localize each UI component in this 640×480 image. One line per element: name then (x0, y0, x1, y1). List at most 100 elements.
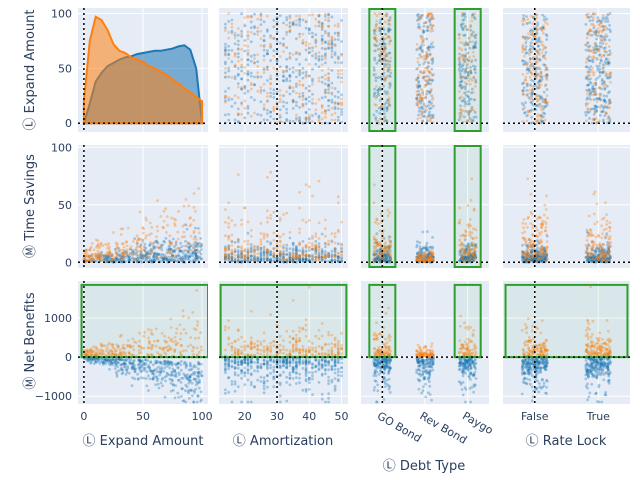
scatter-point (602, 80, 606, 83)
scatter-point (191, 251, 195, 255)
scatter-point (288, 253, 292, 257)
scatter-point (298, 257, 301, 261)
scatter-point (336, 255, 340, 258)
scatter-point (188, 245, 192, 249)
scatter-point (301, 18, 305, 22)
scatter-point (120, 257, 124, 260)
panel-background (219, 8, 348, 132)
scatter-point (459, 108, 463, 112)
scatter-point (597, 256, 601, 259)
scatter-point (168, 247, 171, 251)
scatter-point (383, 257, 386, 261)
scatter-point (227, 256, 231, 259)
scatter-point (227, 53, 231, 57)
scatter-point (420, 106, 424, 110)
scatter-point (119, 233, 123, 236)
scatter-point (596, 58, 599, 61)
scatter-point (466, 254, 470, 258)
scatter-point (149, 247, 153, 251)
scatter-point (132, 258, 136, 261)
scatter-point (307, 253, 311, 257)
scatter-point (136, 241, 139, 245)
scatter-point (240, 255, 244, 259)
scatter-point (130, 253, 134, 257)
scatter-point (468, 258, 471, 262)
scatter-point (428, 71, 432, 74)
scatter-point (116, 242, 119, 246)
scatter-point (472, 259, 476, 262)
scatter-point (584, 251, 588, 255)
scatter-point (531, 257, 535, 261)
scatter-point (307, 259, 311, 263)
scatter-point (468, 230, 472, 234)
scatter-point (224, 53, 227, 57)
scatter-point (106, 258, 109, 261)
scatter-point (459, 72, 462, 76)
scatter-point (591, 246, 595, 249)
scatter-point (285, 46, 289, 49)
scatter-point (538, 103, 542, 106)
scatter-point (278, 250, 282, 253)
scatter-point (603, 250, 606, 254)
scatter-point (295, 14, 298, 18)
scatter-point (538, 79, 542, 83)
scatter-point (603, 256, 607, 260)
scatter-point (415, 255, 419, 259)
scatter-point (327, 16, 330, 20)
scatter-point (301, 218, 305, 222)
scatter-point (84, 248, 88, 252)
scatter-point (249, 81, 253, 85)
scatter-point (608, 226, 612, 230)
scatter-point (230, 248, 234, 252)
scatter-point (598, 92, 601, 96)
scatter-point (163, 375, 167, 379)
scatter-point (388, 65, 392, 69)
scatter-point (291, 53, 295, 56)
scatter-point (422, 76, 425, 80)
scatter-point (417, 85, 420, 89)
scatter-point (301, 71, 305, 75)
scatter-point (266, 52, 269, 55)
scatter-point (94, 252, 98, 256)
scatter-point (420, 105, 424, 109)
scatter-point (588, 73, 592, 77)
scatter-point (525, 114, 529, 118)
scatter-point (111, 258, 115, 262)
scatter-point (416, 252, 419, 256)
scatter-point (539, 97, 542, 101)
scatter-point (541, 258, 545, 262)
scatter-point (275, 257, 279, 261)
scatter-point (272, 252, 276, 256)
scatter-point (275, 257, 279, 261)
scatter-point (246, 72, 250, 76)
scatter-point (531, 242, 535, 246)
scatter-point (419, 252, 423, 256)
scatter-point (429, 45, 433, 49)
scatter-point (384, 101, 388, 105)
scatter-point (388, 211, 391, 215)
scatter-point (539, 79, 543, 83)
scatter-point (423, 260, 426, 263)
scatter-point (383, 245, 387, 249)
scatter-point (474, 228, 478, 232)
scatter-point (278, 216, 282, 220)
scatter-point (540, 223, 544, 227)
scatter-point (307, 29, 311, 32)
scatter-point (587, 255, 591, 259)
scatter-point (543, 63, 547, 67)
scatter-point (608, 117, 612, 121)
scatter-point (311, 79, 314, 83)
scatter-point (269, 36, 272, 40)
scatter-point (467, 256, 471, 259)
scatter-point (240, 223, 244, 226)
panel-content (78, 281, 208, 404)
scatter-point (298, 241, 301, 245)
scatter-point (417, 110, 421, 113)
scatter-point (199, 257, 203, 261)
scatter-point (536, 228, 539, 232)
scatter-point (385, 120, 389, 124)
scatter-point (262, 257, 266, 261)
scatter-point (282, 100, 285, 104)
scatter-point (246, 107, 250, 110)
scatter-point (110, 259, 114, 263)
